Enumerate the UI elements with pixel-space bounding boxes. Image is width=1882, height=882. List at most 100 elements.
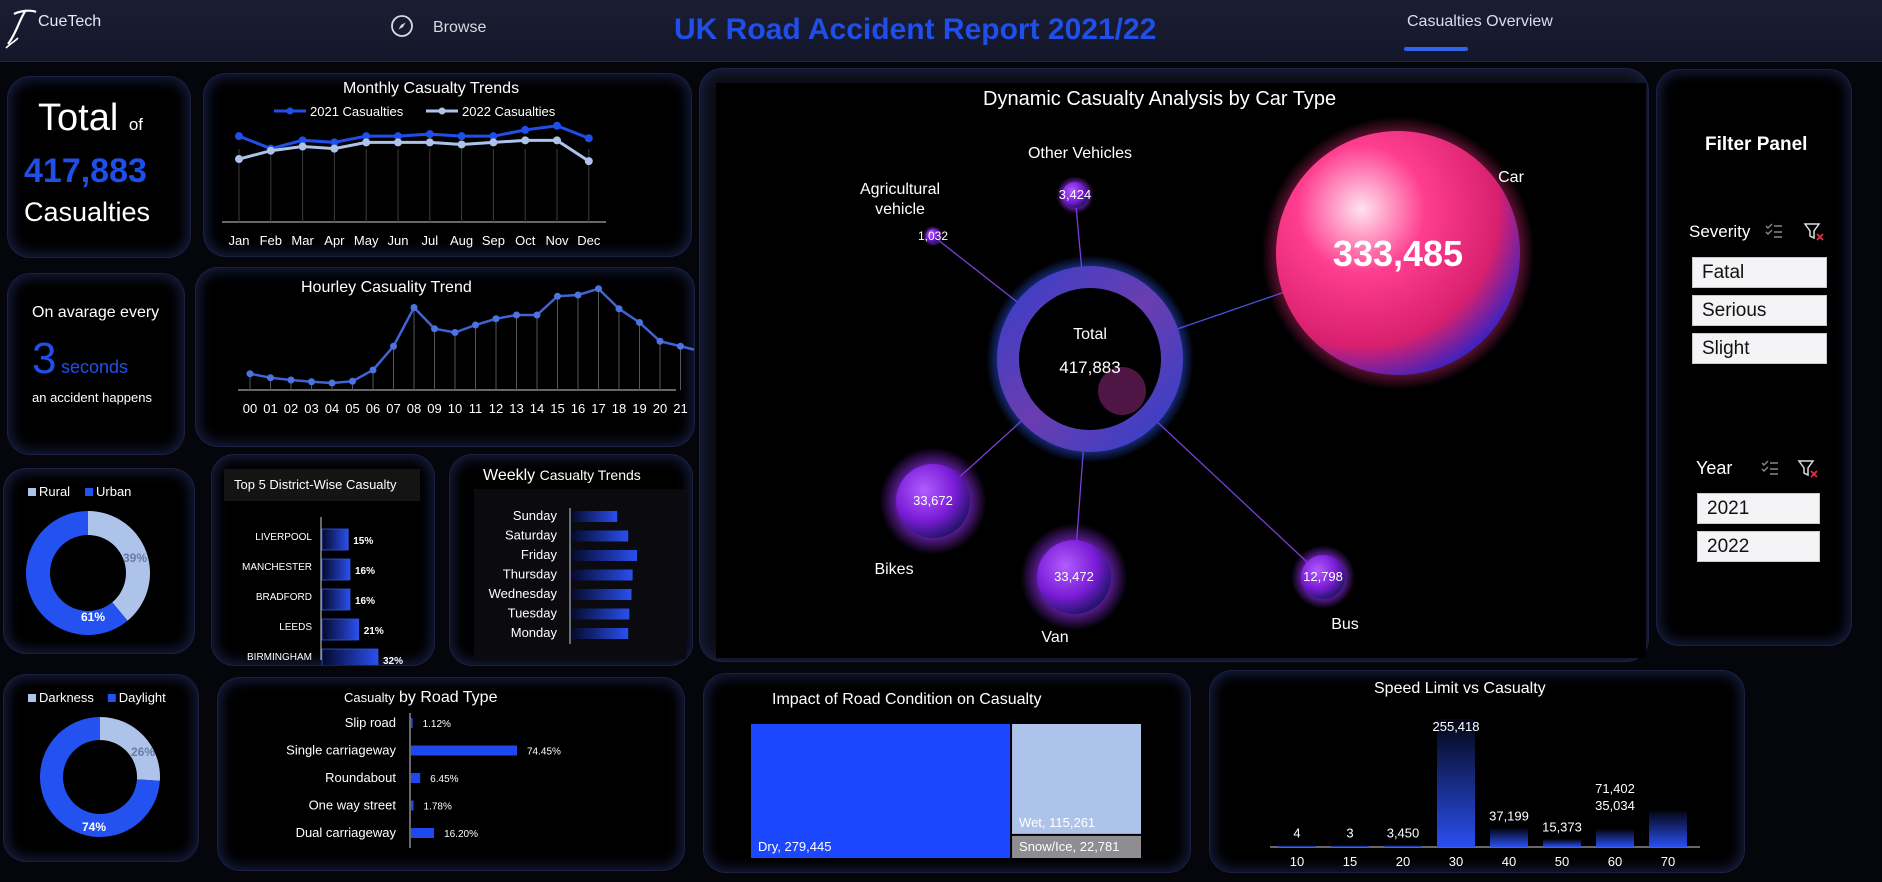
- category-label: Other Vehicles: [1028, 145, 1132, 162]
- data-point: [584, 157, 593, 166]
- bubble-car: [1276, 131, 1520, 375]
- bar-value-label: 71,402: [1595, 781, 1635, 796]
- clear-filter-icon[interactable]: [1797, 458, 1819, 480]
- bar-value-label: 16.20%: [444, 829, 478, 840]
- monthly-title: Monthly Casualty Trends: [343, 80, 520, 97]
- bubble-value-label: 33,472: [1054, 569, 1094, 584]
- weekly-title-main: Weekly: [483, 467, 536, 484]
- x-tick-label: 14: [530, 401, 544, 416]
- roadtype-title-small: Casualty: [344, 690, 395, 705]
- bar-value-label: 16%: [355, 596, 375, 607]
- bar: [1437, 719, 1475, 847]
- x-tick-label: 20: [653, 401, 667, 416]
- legend-marker-2: [438, 107, 446, 115]
- total-ring-accent: [1098, 367, 1146, 415]
- top-bar: [0, 0, 1882, 62]
- bar: [321, 618, 360, 641]
- severity-fatal-button[interactable]: Fatal: [1692, 257, 1827, 288]
- hourly-trend-card: Hourley Casuality Trend 00 01 02 03 04 05 06 07…: [196, 268, 694, 446]
- bubble-bikes: [896, 464, 970, 538]
- data-point: [369, 366, 377, 374]
- y-tick-label: Roundabout: [325, 770, 396, 785]
- severity-serious-button[interactable]: Serious: [1692, 295, 1827, 326]
- avg-line1: On avarage every: [32, 304, 160, 321]
- category-label: Bikes: [874, 561, 913, 578]
- data-point: [451, 329, 459, 336]
- bar-value-label: 37,199: [1489, 808, 1529, 823]
- bar: [1331, 845, 1369, 847]
- data-point: [677, 342, 684, 350]
- y-tick-label: Sunday: [513, 508, 558, 523]
- district-title-box: [224, 469, 420, 501]
- bar: [321, 648, 379, 665]
- filter-panel-title: Filter Panel: [1705, 134, 1808, 155]
- treemap-tile-wet: [1012, 724, 1141, 834]
- multi-select-icon[interactable]: [1764, 221, 1784, 241]
- legend-label-rural: Rural: [39, 484, 70, 499]
- total-casualties-card: Total of 417,883 Casualties: [8, 77, 190, 257]
- data-point: [330, 144, 339, 153]
- browse-link[interactable]: Browse: [433, 19, 487, 36]
- x-tick-label: 50: [1555, 854, 1569, 869]
- data-point: [394, 138, 402, 147]
- y-tick-label: Single carriageway: [286, 743, 396, 758]
- y-tick-label: LIVERPOOL: [255, 532, 312, 543]
- data-point: [584, 134, 593, 143]
- data-point: [489, 138, 498, 147]
- year-2022-button[interactable]: 2022: [1697, 531, 1820, 562]
- data-point: [235, 132, 243, 141]
- monthly-chart: 2021 Casualties 2022 Casualties Jan Feb Mar A…: [222, 104, 606, 248]
- x-tick-label: 00: [243, 401, 257, 416]
- bubble-value-label: 333,485: [1333, 233, 1463, 274]
- donut-slice-rural: [88, 511, 150, 621]
- data-point: [425, 130, 434, 139]
- multi-select-icon[interactable]: [1760, 458, 1780, 478]
- car-type-card: Dynamic Casualty Analysis by Car Type To…: [700, 69, 1648, 661]
- road-type-chart: Slip road 1.12% Single carriageway 74.45% Ro…: [286, 713, 561, 848]
- data-point: [425, 138, 434, 147]
- bubble-other-vehicles: [1062, 182, 1088, 208]
- speed-title: Speed Limit vs Casualty: [1374, 680, 1546, 697]
- year-label: Year: [1696, 458, 1733, 478]
- year-2021-button[interactable]: 2021: [1697, 493, 1820, 524]
- tab-casualties-overview[interactable]: Casualties Overview: [1407, 13, 1553, 30]
- x-tick-label: Feb: [260, 233, 282, 248]
- x-tick-label: Jun: [388, 233, 409, 248]
- bubble-value-label: 3,424: [1059, 187, 1092, 202]
- bar: [321, 588, 351, 611]
- bar: [411, 828, 435, 838]
- bubble-bus: [1301, 555, 1345, 599]
- data-point: [362, 132, 371, 141]
- x-tick-label: Jul: [421, 233, 438, 248]
- car-type-title: Dynamic Casualty Analysis by Car Type: [983, 88, 1337, 110]
- x-tick-label: 06: [366, 401, 380, 416]
- legend-swatch-urban: [85, 488, 93, 496]
- hourly-chart: 00 01 02 03 04 05 06 07 08 09 10 11 12 13 14 15 16 17 18 19…: [238, 285, 694, 416]
- clear-filter-icon[interactable]: [1803, 221, 1825, 243]
- filter-panel: Filter Panel Severity Fatal Serious Slig…: [1657, 70, 1851, 645]
- legend-label-2: 2022 Casualties: [462, 104, 556, 119]
- y-tick-label: Wednesday: [489, 586, 558, 601]
- y-tick-label: Dual carriageway: [296, 825, 397, 840]
- bar-value-label: 16%: [355, 566, 375, 577]
- weekly-chart: Sunday Saturday Friday Thursday Wednesday Tue…: [474, 489, 686, 659]
- x-tick-label: 40: [1502, 854, 1516, 869]
- compass-icon[interactable]: [390, 14, 414, 38]
- bar: [1278, 845, 1316, 847]
- data-point: [457, 132, 466, 141]
- x-tick-label: 03: [304, 401, 318, 416]
- x-tick-label: 30: [1449, 854, 1463, 869]
- bubble-value-label: 12,798: [1303, 569, 1343, 584]
- light-condition-donut: Darkness Daylight 26% 74%: [28, 690, 166, 837]
- bar: [1596, 829, 1634, 847]
- legend-label-daylight: Daylight: [119, 690, 166, 705]
- x-tick-label: 13: [509, 401, 523, 416]
- bar: [411, 773, 421, 783]
- district-title: Top 5 District-Wise Casualty: [234, 477, 397, 492]
- severity-slight-button[interactable]: Slight: [1692, 333, 1827, 364]
- avg-line2: an accident happens: [32, 390, 152, 405]
- weekly-title-rest: Casualty Trends: [539, 467, 641, 483]
- tab-active-indicator: [1404, 47, 1468, 51]
- bar: [411, 800, 414, 811]
- road-type-card: Casualty by Road Type Slip road 1.12% Sing…: [218, 678, 684, 870]
